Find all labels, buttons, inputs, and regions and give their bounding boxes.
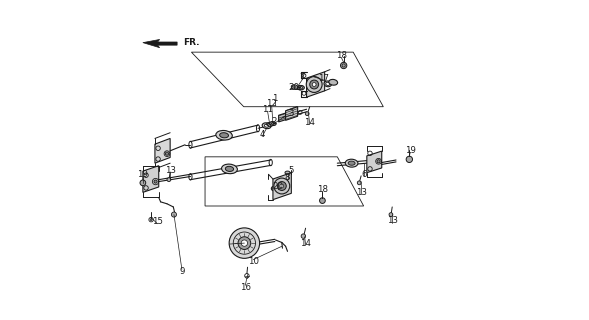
- Polygon shape: [306, 72, 325, 97]
- Ellipse shape: [292, 85, 297, 89]
- Text: 13: 13: [387, 216, 398, 225]
- Circle shape: [320, 198, 325, 204]
- Ellipse shape: [216, 131, 232, 140]
- Circle shape: [312, 83, 316, 86]
- Ellipse shape: [280, 185, 284, 188]
- Ellipse shape: [329, 79, 337, 85]
- Text: 17: 17: [318, 74, 329, 83]
- Text: 14: 14: [305, 118, 315, 127]
- Circle shape: [377, 160, 380, 163]
- Circle shape: [340, 62, 347, 69]
- Ellipse shape: [293, 86, 296, 88]
- Circle shape: [140, 180, 145, 186]
- Circle shape: [238, 237, 251, 250]
- Text: 15: 15: [152, 217, 163, 226]
- Ellipse shape: [264, 124, 269, 127]
- Ellipse shape: [348, 161, 355, 165]
- Polygon shape: [143, 39, 177, 48]
- Text: 19: 19: [405, 146, 416, 155]
- Text: 12: 12: [266, 99, 277, 108]
- Circle shape: [229, 228, 260, 258]
- Ellipse shape: [326, 82, 330, 85]
- Ellipse shape: [299, 87, 303, 89]
- Text: 19: 19: [137, 170, 148, 179]
- Ellipse shape: [226, 166, 234, 172]
- Text: 20: 20: [273, 181, 283, 190]
- Polygon shape: [143, 166, 158, 192]
- Ellipse shape: [345, 159, 358, 167]
- Text: 16: 16: [240, 283, 251, 292]
- Text: 2: 2: [271, 117, 277, 126]
- Text: 6: 6: [362, 170, 367, 179]
- Ellipse shape: [297, 85, 305, 90]
- Text: 11: 11: [262, 105, 273, 114]
- Ellipse shape: [262, 123, 271, 129]
- Text: 13: 13: [356, 188, 368, 197]
- Circle shape: [306, 76, 322, 92]
- Ellipse shape: [285, 171, 290, 174]
- Circle shape: [274, 178, 290, 194]
- Circle shape: [277, 181, 286, 190]
- Polygon shape: [367, 151, 382, 173]
- Circle shape: [305, 112, 309, 116]
- Ellipse shape: [272, 186, 279, 191]
- Text: 5: 5: [289, 166, 294, 175]
- Circle shape: [171, 212, 177, 217]
- Text: 18: 18: [336, 52, 347, 60]
- Text: 8: 8: [284, 173, 290, 182]
- Circle shape: [167, 178, 171, 181]
- Circle shape: [301, 234, 306, 238]
- Polygon shape: [279, 113, 286, 122]
- Text: 13: 13: [165, 166, 176, 175]
- Circle shape: [406, 156, 412, 163]
- Ellipse shape: [272, 123, 274, 124]
- Text: 4: 4: [259, 130, 265, 139]
- Text: 14: 14: [300, 239, 311, 248]
- Polygon shape: [155, 139, 170, 163]
- Circle shape: [310, 80, 319, 89]
- Circle shape: [150, 219, 152, 220]
- Text: 20: 20: [289, 83, 299, 92]
- Circle shape: [358, 181, 361, 185]
- Text: 18: 18: [317, 185, 328, 194]
- Ellipse shape: [324, 81, 332, 87]
- Ellipse shape: [273, 187, 277, 190]
- Text: 10: 10: [248, 257, 259, 266]
- Text: 1: 1: [272, 94, 277, 103]
- Text: FR.: FR.: [183, 38, 199, 47]
- Text: 3: 3: [288, 108, 293, 117]
- Polygon shape: [273, 173, 292, 200]
- Ellipse shape: [270, 122, 276, 125]
- Text: 9: 9: [179, 267, 184, 276]
- Ellipse shape: [220, 133, 229, 138]
- Ellipse shape: [221, 164, 237, 174]
- Text: 7: 7: [300, 73, 305, 82]
- Circle shape: [389, 213, 393, 216]
- Circle shape: [154, 180, 157, 183]
- Ellipse shape: [277, 184, 286, 190]
- Circle shape: [166, 152, 168, 155]
- Polygon shape: [286, 107, 297, 120]
- Circle shape: [280, 184, 284, 188]
- Circle shape: [241, 240, 247, 246]
